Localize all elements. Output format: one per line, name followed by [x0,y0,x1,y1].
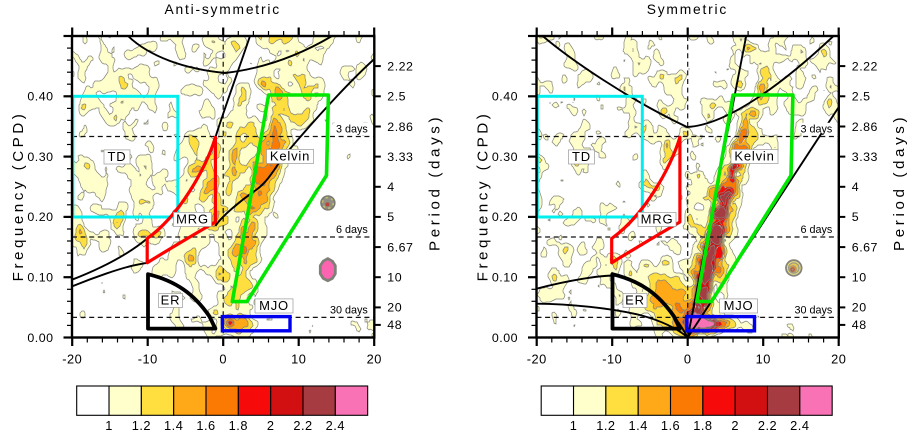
svg-text:1: 1 [105,418,113,433]
svg-text:-10: -10 [138,352,158,367]
svg-text:0: 0 [219,352,227,367]
svg-text:5: 5 [387,210,394,224]
svg-text:10: 10 [852,271,867,285]
svg-text:1.2: 1.2 [596,418,615,433]
svg-text:1.6: 1.6 [661,418,680,433]
svg-text:MRG: MRG [641,211,674,226]
svg-text:3 days: 3 days [800,124,832,136]
svg-text:3.33: 3.33 [852,150,878,164]
svg-text:0.10: 0.10 [492,271,518,285]
svg-text:ER: ER [625,292,645,307]
svg-text:-20: -20 [527,352,547,367]
svg-text:2.4: 2.4 [790,418,809,433]
svg-text:1: 1 [570,418,578,433]
svg-text:10: 10 [291,352,306,367]
svg-text:3 days: 3 days [336,124,368,136]
svg-text:1.6: 1.6 [196,418,215,433]
svg-text:TD: TD [108,149,127,164]
svg-text:10: 10 [756,352,771,367]
svg-text:ER: ER [161,292,181,307]
svg-text:48: 48 [387,318,402,332]
svg-text:0.20: 0.20 [492,210,518,224]
svg-text:MJO: MJO [259,298,289,313]
svg-text:2.2: 2.2 [758,418,777,433]
svg-text:-10: -10 [602,352,622,367]
svg-text:0.20: 0.20 [27,210,53,224]
svg-text:0.30: 0.30 [27,150,53,164]
svg-text:MJO: MJO [724,298,754,313]
svg-text:5: 5 [852,210,859,224]
svg-text:Period (days): Period (days) [891,114,908,251]
svg-text:1.8: 1.8 [229,418,248,433]
svg-text:-20: -20 [62,352,82,367]
svg-text:6 days: 6 days [800,224,832,236]
svg-text:Frequency (CPD): Frequency (CPD) [10,111,27,282]
svg-text:MRG: MRG [176,211,209,226]
svg-text:4: 4 [387,180,394,194]
svg-text:2.2: 2.2 [293,418,312,433]
svg-text:2.4: 2.4 [326,418,345,433]
svg-text:20: 20 [387,301,402,315]
svg-text:Frequency (CPD): Frequency (CPD) [475,111,492,282]
svg-text:0: 0 [684,352,692,367]
svg-text:0.30: 0.30 [492,150,518,164]
svg-text:4: 4 [852,180,859,194]
svg-text:Anti-symmetric: Anti-symmetric [164,2,280,17]
svg-text:0.40: 0.40 [492,90,518,104]
svg-text:10: 10 [387,271,402,285]
svg-text:Kelvin: Kelvin [734,148,774,163]
svg-text:1.4: 1.4 [164,418,183,433]
svg-text:2: 2 [731,418,739,433]
svg-text:2.5: 2.5 [852,90,871,104]
svg-text:1.8: 1.8 [693,418,712,433]
svg-text:Period (days): Period (days) [426,114,443,251]
svg-text:2.5: 2.5 [387,90,406,104]
svg-text:30 days: 30 days [330,305,368,317]
svg-text:Symmetric: Symmetric [647,2,728,17]
svg-text:6 days: 6 days [336,224,368,236]
svg-text:2.22: 2.22 [387,59,413,73]
svg-text:20: 20 [831,352,846,367]
svg-text:30 days: 30 days [794,305,832,317]
svg-text:1.4: 1.4 [629,418,648,433]
svg-text:3.33: 3.33 [387,150,413,164]
svg-text:20: 20 [852,301,867,315]
svg-text:6.67: 6.67 [387,240,413,254]
svg-text:0.10: 0.10 [27,271,53,285]
svg-text:2.86: 2.86 [387,120,413,134]
svg-text:0.00: 0.00 [492,331,518,345]
svg-text:1.2: 1.2 [132,418,151,433]
svg-text:2.86: 2.86 [852,120,878,134]
svg-text:6.67: 6.67 [852,240,878,254]
svg-text:20: 20 [367,352,382,367]
svg-text:0.40: 0.40 [27,90,53,104]
svg-text:2.22: 2.22 [852,59,878,73]
svg-text:2: 2 [267,418,275,433]
svg-text:Kelvin: Kelvin [270,148,310,163]
svg-text:TD: TD [572,149,591,164]
svg-text:0.00: 0.00 [27,331,53,345]
svg-text:48: 48 [852,318,867,332]
